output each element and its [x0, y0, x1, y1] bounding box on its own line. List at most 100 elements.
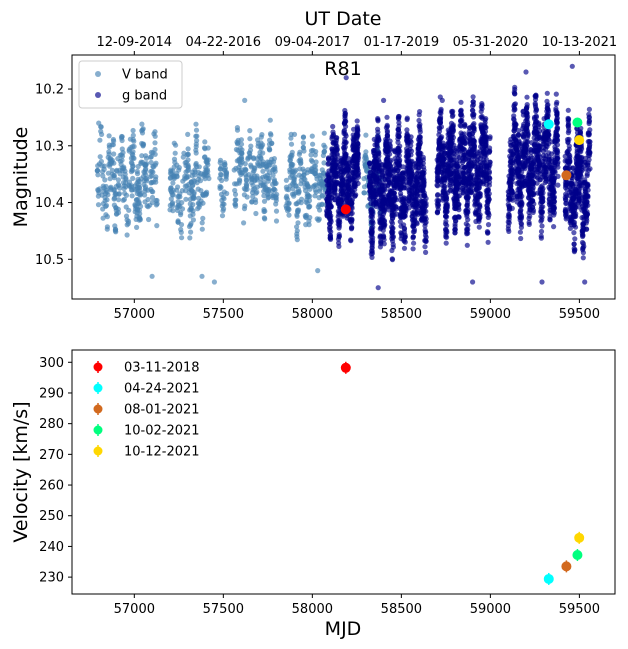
g-band-point	[354, 124, 360, 130]
g-band-point	[384, 132, 391, 139]
g-band-point	[468, 189, 474, 195]
ut-date-ticks: 12-09-2014 04-22-2016 09-04-2017 01-17-2019…	[97, 35, 617, 55]
g-band-point	[454, 161, 460, 167]
v-band-point	[171, 140, 177, 146]
v-band-point	[130, 149, 136, 155]
g-band-point	[440, 160, 446, 166]
v-band-point	[313, 167, 319, 173]
legend-g-band-marker	[95, 92, 101, 98]
v-band-point	[195, 206, 201, 212]
v-band-point	[148, 180, 154, 186]
g-band-point	[456, 214, 462, 220]
v-band-point	[259, 163, 265, 169]
g-band-point	[342, 151, 348, 157]
v-band-point	[254, 173, 260, 179]
g-band-point	[506, 193, 512, 199]
v-band-point	[295, 220, 301, 226]
v-band-point	[96, 120, 102, 126]
g-band-point	[524, 104, 530, 110]
v-band-point	[307, 193, 313, 199]
g-band-point	[463, 169, 469, 175]
g-band-point	[509, 160, 515, 166]
g-band-point	[479, 106, 485, 112]
v-band-point	[300, 140, 306, 146]
g-band-point	[533, 113, 539, 119]
velocity-legend-marker	[93, 362, 103, 372]
v-band-point	[134, 224, 140, 230]
v-band-point	[185, 146, 191, 152]
v-band-point	[152, 140, 158, 146]
g-band-point	[369, 218, 376, 224]
g-band-point	[336, 223, 342, 229]
velocity-legend-label: 10-12-2021	[124, 445, 200, 460]
g-band-point	[344, 215, 350, 221]
v-band-point	[148, 154, 154, 160]
v-band-point	[149, 194, 156, 201]
g-band-point	[384, 114, 390, 120]
v-band-point	[308, 152, 314, 158]
g-band-point	[414, 184, 421, 190]
v-band-point	[321, 130, 327, 136]
g-band-point	[542, 146, 549, 152]
v-band-point	[252, 186, 258, 192]
v-band-point	[138, 203, 144, 209]
g-band-point	[585, 130, 592, 136]
g-band-point	[330, 129, 336, 135]
g-band-point	[368, 209, 374, 215]
g-band-point	[478, 165, 484, 171]
v-band-point	[193, 121, 199, 127]
g-band-point	[526, 215, 532, 221]
g-band-point	[407, 160, 413, 167]
g-band-point	[436, 143, 443, 149]
g-band-point	[538, 228, 545, 235]
v-band-point	[289, 152, 295, 158]
g-band-point	[414, 193, 420, 199]
g-band-point	[420, 205, 426, 211]
g-band-point	[468, 173, 474, 179]
v-band-point	[265, 178, 271, 184]
g-band-point	[555, 161, 561, 167]
g-band-point	[325, 161, 331, 167]
v-band-point	[317, 186, 323, 192]
g-band-point	[584, 194, 590, 200]
v-band-point	[119, 165, 125, 171]
g-band-point	[408, 152, 414, 158]
v-band-point	[130, 163, 136, 169]
g-band-point	[423, 237, 429, 243]
g-band-point	[551, 199, 558, 205]
g-band-point	[481, 170, 487, 176]
v-band-point	[95, 202, 102, 208]
v-band-point	[363, 149, 369, 155]
g-band-point	[375, 126, 381, 132]
v-band-point	[267, 131, 274, 137]
g-band-point	[514, 191, 520, 197]
magnitude-y-tick-label: 10.2	[35, 83, 64, 98]
g-band-point	[508, 155, 514, 162]
g-band-point	[420, 187, 426, 193]
g-band-point	[522, 181, 528, 187]
g-band-point	[520, 154, 526, 160]
g-band-point	[348, 198, 354, 204]
g-band-point	[484, 177, 490, 183]
g-band-point	[571, 194, 577, 201]
g-band-point	[458, 99, 464, 105]
g-band-point	[376, 175, 382, 181]
velocity-legend-marker	[93, 446, 103, 456]
g-band-point	[458, 108, 464, 114]
g-band-point	[411, 228, 417, 235]
velocity-x-tick-label: 58000	[292, 602, 333, 617]
v-band-point	[261, 198, 268, 204]
v-band-point	[236, 157, 242, 164]
v-band-point	[130, 175, 136, 181]
velocity-point-10-12-2021	[574, 532, 585, 543]
v-band-point	[305, 167, 311, 173]
v-band-point	[300, 144, 306, 150]
v-band-point	[100, 173, 106, 179]
v-band-point	[118, 135, 125, 141]
v-band-point	[117, 158, 123, 164]
g-band-point	[353, 178, 359, 184]
v-band-point	[309, 133, 315, 139]
g-band-point	[371, 148, 377, 154]
v-band-point	[260, 168, 266, 174]
v-band-point	[300, 134, 307, 140]
